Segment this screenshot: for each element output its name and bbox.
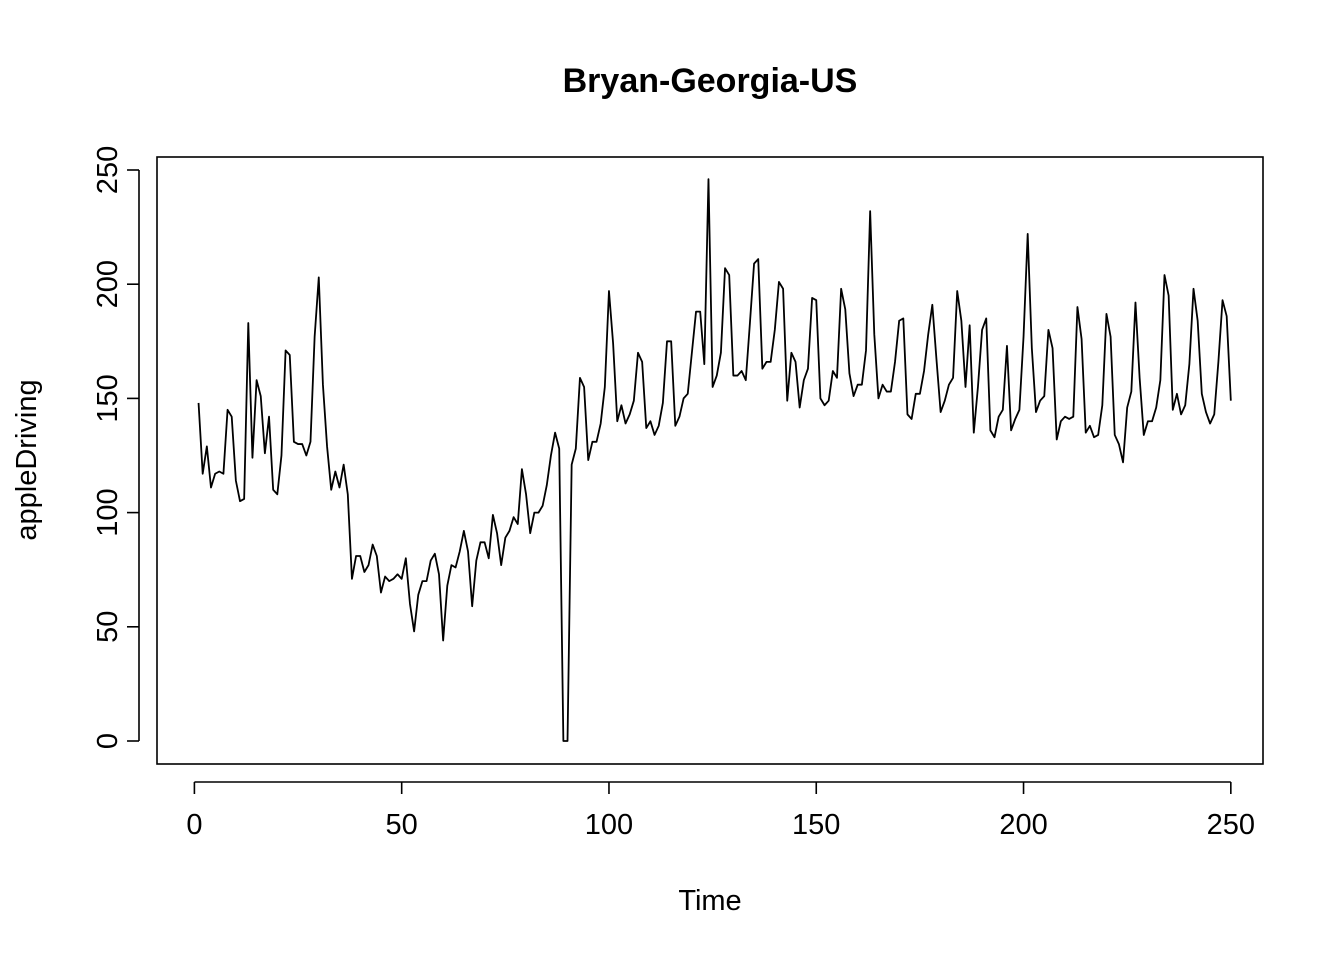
x-tick-label: 0 xyxy=(186,809,202,841)
y-tick-label: 250 xyxy=(92,146,124,194)
x-tick-label: 50 xyxy=(386,809,418,841)
y-tick-label: 150 xyxy=(92,374,124,422)
y-tick-label: 50 xyxy=(92,611,124,643)
x-axis: 0 50 100 150 200 250 xyxy=(186,781,1255,841)
y-tick-label: 100 xyxy=(92,488,124,536)
x-tick-label: 100 xyxy=(585,809,633,841)
x-tick-label: 200 xyxy=(999,809,1047,841)
chart-title: Bryan-Georgia-US xyxy=(563,62,858,100)
y-axis: 0 50 100 150 200 250 xyxy=(92,146,140,749)
x-tick-label: 250 xyxy=(1207,809,1255,841)
y-axis-label: appleDriving xyxy=(11,379,43,540)
y-tick-label: 200 xyxy=(92,260,124,308)
series-line xyxy=(197,178,1232,742)
y-tick-label: 0 xyxy=(92,733,124,749)
x-tick-label: 150 xyxy=(792,809,840,841)
x-axis-label: Time xyxy=(678,885,741,917)
plot-frame xyxy=(156,156,1264,765)
